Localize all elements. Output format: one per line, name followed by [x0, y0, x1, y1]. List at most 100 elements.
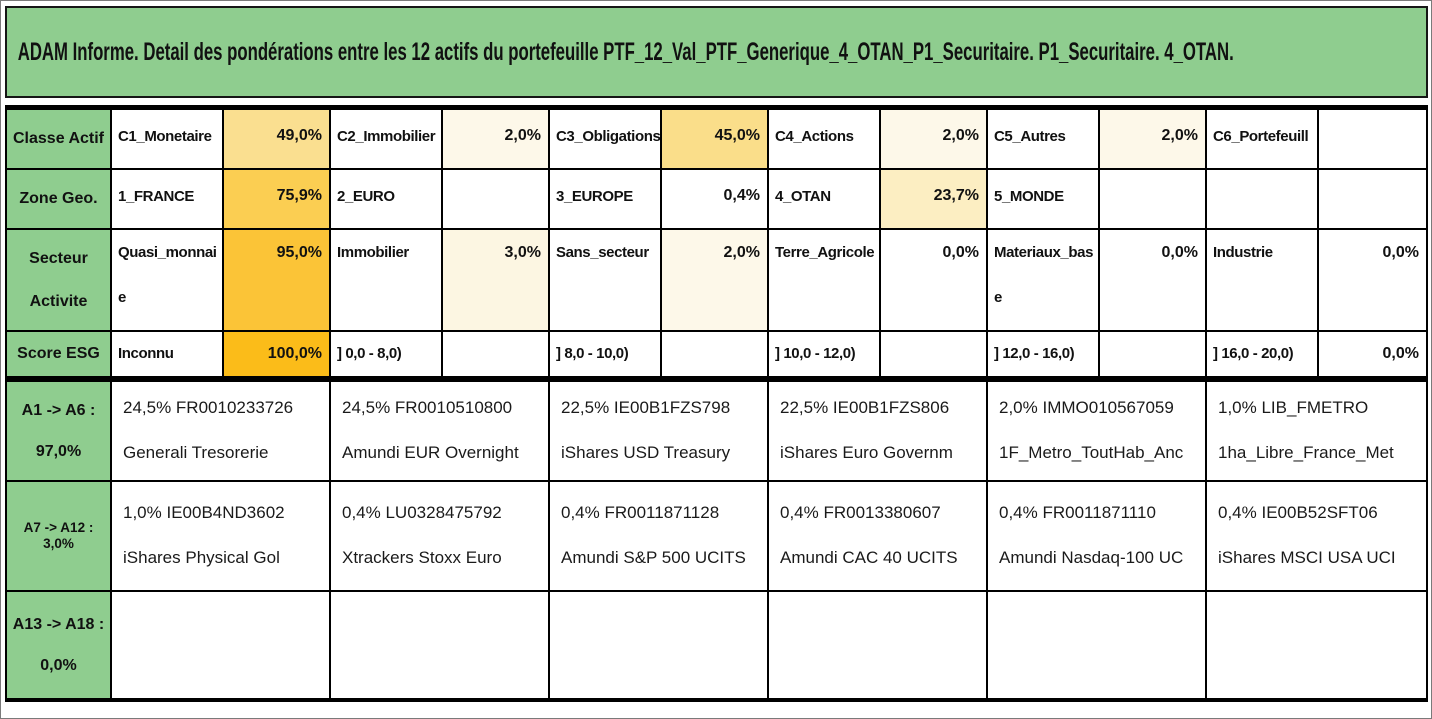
category-cell: C6_Portefeuill [1207, 110, 1319, 170]
asset-range-label: A1 -> A6 : [21, 401, 96, 419]
row-label-a7-a12: A7 -> A12 : 3,0% [7, 482, 112, 592]
asset-cell: 0,4% LU0328475792 Xtrackers Stoxx Euro [331, 482, 550, 592]
asset-cell: 22,5% IE00B1FZS806 iShares Euro Governm [769, 382, 988, 482]
category-cell: 4_OTAN [769, 170, 881, 230]
asset-fund-name: 1F_Metro_ToutHab_Anc [999, 443, 1184, 462]
category-cell: C4_Actions [769, 110, 881, 170]
asset-weight-isin: 0,4% FR0013380607 [780, 503, 941, 523]
asset-weight-isin: 1,0% IE00B4ND3602 [123, 503, 285, 523]
category-cell: Industrie [1207, 230, 1319, 332]
row-label-secteur-activite: Secteur Activite [7, 230, 112, 332]
asset-range-label: A13 -> A18 : [12, 615, 105, 633]
row-label-zone-geo: Zone Geo. [7, 170, 112, 230]
category-cell: C3_Obligations [550, 110, 662, 170]
asset-weight-isin: 22,5% IE00B1FZS798 [561, 398, 731, 418]
asset-cell [550, 592, 769, 698]
category-cell: Materiaux_base [988, 230, 1100, 332]
row-label-score-esg: Score ESG [7, 332, 112, 382]
asset-cell: 0,4% FR0011871110 Amundi Nasdaq-100 UC [988, 482, 1207, 592]
row-label-classe-actif: Classe Actif [7, 110, 112, 170]
category-cell: 5_MONDE [988, 170, 1100, 230]
asset-range-total: 0,0% [40, 657, 77, 674]
asset-cell: 22,5% IE00B1FZS798 iShares USD Treasury [550, 382, 769, 482]
weight-cell [1319, 110, 1426, 170]
asset-cell: 1,0% IE00B4ND3602 iShares Physical Gol [112, 482, 331, 592]
weight-cell: 23,7% [881, 170, 988, 230]
asset-fund-name: Amundi CAC 40 UCITS [780, 548, 958, 567]
weight-cell: 0,4% [662, 170, 769, 230]
weight-cell: 95,0% [224, 230, 331, 332]
category-cell: C2_Immobilier [331, 110, 443, 170]
category-cell: 1_FRANCE [112, 170, 224, 230]
category-cell: ] 16,0 - 20,0) [1207, 332, 1319, 382]
asset-fund-name: Amundi S&P 500 UCITS [561, 548, 746, 567]
asset-cell [112, 592, 331, 698]
asset-fund-name: 1ha_Libre_France_Met [1218, 443, 1394, 462]
row-label-a1-a6: A1 -> A6 : 97,0% [7, 382, 112, 482]
weight-cell: 2,0% [443, 110, 550, 170]
weight-cell [662, 332, 769, 382]
category-cell: C5_Autres [988, 110, 1100, 170]
weight-cell [443, 332, 550, 382]
asset-cell [769, 592, 988, 698]
asset-fund-name: Generali Tresorerie [123, 443, 269, 462]
asset-cell: 0,4% FR0013380607 Amundi CAC 40 UCITS [769, 482, 988, 592]
category-cell: Sans_secteur [550, 230, 662, 332]
asset-cell: 0,4% IE00B52SFT06 iShares MSCI USA UCI [1207, 482, 1426, 592]
asset-fund-name: iShares Physical Gol [123, 548, 280, 567]
category-cell: Immobilier [331, 230, 443, 332]
category-cell: ] 12,0 - 16,0) [988, 332, 1100, 382]
report-title: ADAM Informe. Detail des pondérations en… [17, 37, 1234, 66]
asset-fund-name: Xtrackers Stoxx Euro [342, 548, 502, 567]
asset-weight-isin: 0,4% FR0011871110 [999, 503, 1156, 523]
category-cell: ] 10,0 - 12,0) [769, 332, 881, 382]
weights-table: Classe Actif C1_Monetaire 49,0% C2_Immob… [5, 105, 1428, 702]
weight-cell: 0,0% [1100, 230, 1207, 332]
category-cell: Quasi_monnaie [112, 230, 224, 332]
weight-cell [443, 170, 550, 230]
asset-cell: 24,5% FR0010510800 Amundi EUR Overnight [331, 382, 550, 482]
weight-cell: 0,0% [1319, 230, 1426, 332]
category-cell: 2_EURO [331, 170, 443, 230]
weight-cell: 75,9% [224, 170, 331, 230]
category-cell: Inconnu [112, 332, 224, 382]
row-label-a13-a18: A13 -> A18 : 0,0% [7, 592, 112, 698]
report-title-band: ADAM Informe. Detail des pondérations en… [5, 6, 1428, 98]
asset-weight-isin: 22,5% IE00B1FZS806 [780, 398, 950, 418]
asset-cell [988, 592, 1207, 698]
asset-fund-name: iShares USD Treasury [561, 443, 731, 462]
weight-cell [1100, 170, 1207, 230]
weight-cell: 2,0% [1100, 110, 1207, 170]
asset-cell: 24,5% FR0010233726 Generali Tresorerie [112, 382, 331, 482]
asset-weight-isin: 2,0% IMMO010567059 [999, 398, 1174, 418]
asset-range-total: 97,0% [35, 443, 82, 460]
asset-weight-isin: 0,4% IE00B52SFT06 [1218, 503, 1378, 523]
category-cell: ] 0,0 - 8,0) [331, 332, 443, 382]
asset-range-label: A7 -> A12 : 3,0% [23, 519, 94, 551]
weight-cell: 2,0% [881, 110, 988, 170]
category-cell [1207, 170, 1319, 230]
asset-weight-isin: 1,0% LIB_FMETRO [1218, 398, 1369, 418]
weight-cell: 100,0% [224, 332, 331, 382]
asset-weight-isin: 0,4% LU0328475792 [342, 503, 502, 523]
category-cell: ] 8,0 - 10,0) [550, 332, 662, 382]
weight-cell: 2,0% [662, 230, 769, 332]
category-cell: Terre_Agricole [769, 230, 881, 332]
asset-cell [1207, 592, 1426, 698]
asset-cell: 2,0% IMMO010567059 1F_Metro_ToutHab_Anc [988, 382, 1207, 482]
asset-weight-isin: 24,5% FR0010510800 [342, 398, 513, 418]
asset-weight-isin: 24,5% FR0010233726 [123, 398, 294, 418]
asset-fund-name: Amundi EUR Overnight [342, 443, 519, 462]
weight-cell: 49,0% [224, 110, 331, 170]
weight-cell [1100, 332, 1207, 382]
category-cell: 3_EUROPE [550, 170, 662, 230]
asset-cell: 1,0% LIB_FMETRO 1ha_Libre_France_Met [1207, 382, 1426, 482]
weight-cell: 0,0% [881, 230, 988, 332]
weight-cell [881, 332, 988, 382]
asset-fund-name: Amundi Nasdaq-100 UC [999, 548, 1184, 567]
weight-cell: 45,0% [662, 110, 769, 170]
weight-cell: 0,0% [1319, 332, 1426, 382]
asset-weight-isin: 0,4% FR0011871128 [561, 503, 720, 523]
asset-fund-name: iShares Euro Governm [780, 443, 953, 462]
